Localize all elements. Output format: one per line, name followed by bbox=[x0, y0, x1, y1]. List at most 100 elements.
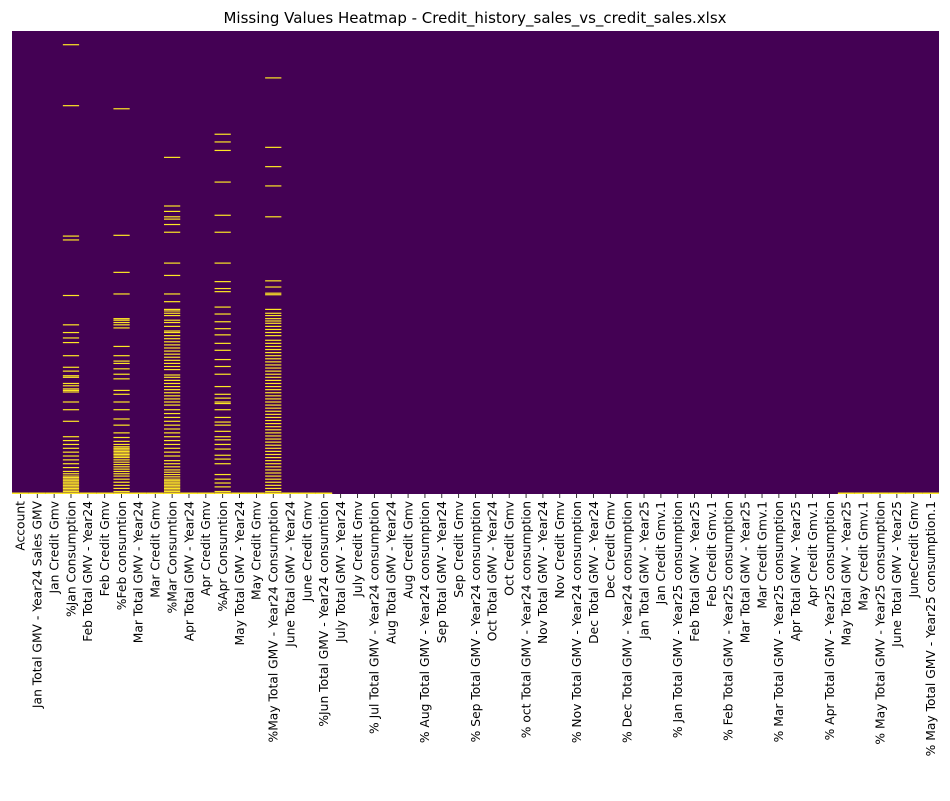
missing-cell bbox=[163, 481, 181, 483]
missing-cell bbox=[163, 385, 181, 388]
missing-cell bbox=[163, 350, 181, 352]
missing-cell bbox=[113, 459, 130, 461]
missing-cell bbox=[265, 294, 282, 296]
missing-cell bbox=[214, 492, 232, 494]
missing-cell bbox=[265, 216, 282, 218]
missing-cell bbox=[265, 308, 282, 310]
missing-cell bbox=[62, 324, 80, 326]
missing-cell bbox=[113, 446, 130, 448]
missing-cell bbox=[62, 483, 80, 485]
missing-cell bbox=[265, 490, 282, 493]
missing-cell bbox=[265, 286, 282, 288]
missing-cell bbox=[265, 389, 282, 391]
missing-cell bbox=[214, 349, 231, 351]
missing-cell bbox=[62, 478, 80, 480]
missing-cell bbox=[163, 325, 181, 327]
missing-cell bbox=[62, 463, 80, 465]
x-tick-label: Dec Total GMV - Year24 bbox=[587, 501, 601, 644]
x-axis-ticks: Account Jan Total GMV - Year24 Sales GMV J… bbox=[14, 494, 938, 756]
missing-cell bbox=[265, 392, 282, 394]
missing-cell bbox=[265, 398, 282, 400]
missing-cell bbox=[163, 389, 181, 391]
missing-cell bbox=[163, 486, 181, 488]
x-tick-label: % Dec Total GMV - Year24 consumption bbox=[620, 501, 634, 743]
missing-cell bbox=[163, 310, 181, 312]
missing-cell bbox=[265, 429, 282, 431]
missing-cell bbox=[163, 398, 181, 400]
missing-cell bbox=[214, 262, 231, 264]
missing-cell bbox=[113, 373, 130, 375]
x-tick-label: %Apr Consumtion bbox=[216, 501, 230, 612]
missing-cell bbox=[163, 428, 181, 430]
missing-cell bbox=[113, 409, 130, 411]
missing-cell bbox=[113, 324, 130, 326]
chart-title: Missing Values Heatmap - Credit_history_… bbox=[223, 9, 726, 28]
missing-cell bbox=[113, 368, 130, 370]
x-tick-label: Apr Total GMV - Year24 bbox=[182, 501, 196, 641]
missing-cell bbox=[214, 448, 231, 450]
missing-cell bbox=[163, 312, 181, 314]
x-tick-label: JuneCredit Gmv bbox=[907, 501, 921, 598]
x-tick-label: Feb Total GMV - Year24 bbox=[81, 501, 95, 642]
missing-cell bbox=[163, 382, 181, 385]
missing-cell bbox=[62, 370, 80, 372]
x-tick-label: %Mar Consumtion bbox=[165, 501, 179, 613]
missing-cell bbox=[265, 166, 282, 168]
x-tick-label: Mar Total GMV - Year25 bbox=[738, 501, 752, 643]
missing-cell bbox=[113, 455, 130, 457]
missing-cell bbox=[214, 463, 231, 465]
missing-cell bbox=[113, 327, 130, 329]
missing-cell bbox=[163, 293, 181, 295]
missing-cell bbox=[163, 319, 181, 321]
missing-cell bbox=[163, 338, 181, 340]
missing-cell bbox=[214, 141, 231, 143]
missing-cell bbox=[62, 235, 80, 237]
missing-cell bbox=[163, 356, 181, 358]
missing-cell bbox=[265, 426, 282, 428]
missing-cell bbox=[265, 77, 282, 79]
missing-cell bbox=[265, 185, 282, 187]
missing-cell bbox=[163, 392, 181, 394]
x-tick-label: June Total GMV - Year25 bbox=[890, 501, 904, 648]
missing-cell bbox=[113, 456, 130, 459]
x-tick-label: Jan Total GMV - Year25 bbox=[637, 501, 651, 640]
missing-cell bbox=[214, 486, 231, 488]
missing-cell bbox=[214, 281, 231, 283]
missing-cell bbox=[62, 487, 80, 490]
missing-cell bbox=[113, 461, 130, 463]
missing-cell bbox=[113, 490, 130, 493]
missing-cell bbox=[265, 373, 282, 375]
missing-cell bbox=[129, 492, 147, 494]
x-tick-label: % Jul Total GMV - Year24 consumption bbox=[368, 501, 382, 734]
missing-cell bbox=[62, 486, 80, 488]
x-tick-label: Apr Credit Gmv bbox=[199, 501, 213, 596]
missing-cell bbox=[214, 133, 231, 135]
missing-cell bbox=[214, 482, 231, 484]
missing-cell bbox=[62, 409, 80, 411]
missing-cell bbox=[62, 366, 80, 368]
missing-cell bbox=[163, 223, 181, 226]
missing-cell bbox=[298, 492, 316, 494]
missing-cell bbox=[265, 335, 282, 337]
missing-cell bbox=[265, 364, 282, 366]
missing-cell bbox=[214, 454, 231, 456]
missing-cell bbox=[113, 234, 130, 236]
missing-cell bbox=[62, 337, 80, 339]
missing-cell bbox=[62, 484, 80, 486]
missing-cell bbox=[163, 447, 181, 449]
missing-cell bbox=[163, 274, 181, 277]
missing-cell bbox=[265, 456, 282, 459]
missing-cell bbox=[163, 484, 181, 486]
x-tick-label: Apr Total GMV - Year25 bbox=[789, 501, 803, 641]
missing-cell bbox=[265, 466, 282, 468]
missing-cell bbox=[265, 472, 282, 474]
missing-cell bbox=[265, 328, 282, 331]
missing-cell bbox=[163, 420, 181, 422]
missing-cell bbox=[265, 435, 282, 437]
missing-cell bbox=[265, 478, 282, 480]
missing-cell bbox=[113, 492, 130, 494]
missing-cell bbox=[163, 335, 181, 337]
missing-cell bbox=[214, 321, 231, 323]
missing-cell bbox=[265, 325, 282, 327]
missing-cell bbox=[265, 379, 282, 381]
